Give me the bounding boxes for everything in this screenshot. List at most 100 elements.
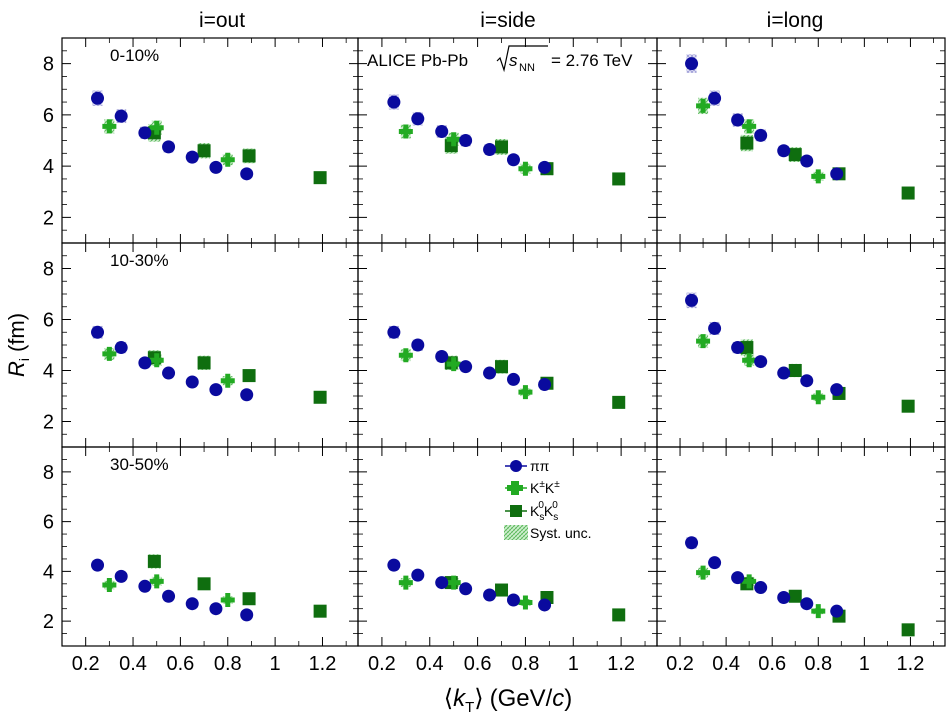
x-axis-title: ⟨kT⟩ (GeV/c) [444,685,573,716]
pipi-point [708,92,721,105]
pipi-point [754,355,767,368]
k0-point [495,140,508,153]
k0-point [148,555,161,568]
kch-point [811,169,825,183]
x-tick-label: 0.2 [368,653,396,675]
y-tick-label: 8 [43,54,54,76]
column-title-long: i=long [767,9,824,32]
x-tick-label: 0.2 [72,653,100,675]
pipi-point [777,144,790,157]
pipi-point [830,383,843,396]
kch-point [518,385,532,399]
k0-point [495,360,508,373]
legend-label-pipi: ππ [530,458,550,474]
pipi-point [830,605,843,618]
pipi-point [387,559,400,572]
column-title-side: i=side [480,9,535,32]
legend-label-kch: K±K± [530,479,560,496]
pipi-point [186,597,199,610]
row-label: 0-10% [110,46,159,65]
pipi-point [240,388,253,401]
pipi-point [115,570,128,583]
pipi-point [483,143,496,156]
pipi-point [411,339,424,352]
pipi-point [483,589,496,602]
pipi-point [685,294,698,307]
y-tick-label: 6 [43,512,54,534]
legend-item-kch: K±K± [505,479,560,496]
experiment-label: ALICE Pb-Pb [367,51,468,70]
x-tick-label: 1.2 [607,653,635,675]
panel-frame [657,447,945,646]
x-tick-label: 0.6 [166,653,194,675]
k0-point [495,584,508,597]
pipi-point [777,367,790,380]
pipi-point [186,151,199,164]
kch-point [518,595,532,609]
pipi-point [800,597,813,610]
y-tick-label: 8 [43,259,54,281]
k0-point [198,577,211,590]
pipi-point [411,569,424,582]
pipi-point [209,383,222,396]
pipi-point [708,322,721,335]
pipi-point [435,350,448,363]
pipi-point [435,125,448,138]
y-axis-title: Ri(fm) [4,313,32,377]
k0-point [612,172,625,185]
x-tick-label: 0.6 [464,653,492,675]
pipi-point [435,576,448,589]
panel-r1-c2 [657,243,945,447]
x-tick-label: 1 [568,653,579,675]
x-tick-label: 0.4 [119,653,147,675]
pipi-point [731,571,744,584]
pipi-point [138,580,151,593]
x-tick-label: 1 [270,653,281,675]
k0-point [902,623,915,636]
pipi-point [91,326,104,339]
pipi-point [459,360,472,373]
x-tick-label: 1.2 [897,653,925,675]
k0-point [243,592,256,605]
pipi-point [538,598,551,611]
y-tick-label: 6 [43,310,54,332]
y-tick-label: 2 [43,207,54,229]
k0-point [902,187,915,200]
k0-point [612,396,625,409]
row-label: 10-30% [110,251,169,270]
kch-point [221,374,235,388]
pipi-point [209,161,222,174]
pipi-point [507,593,520,606]
panel-frame [62,447,358,646]
pipi-point [685,536,698,549]
kch-point [399,576,413,590]
pipi-point [538,161,551,174]
panel-r1-c1 [358,243,657,447]
column-title-out: i=out [199,9,245,32]
k0-point [902,400,915,413]
k0-point [789,590,802,603]
kch-point [102,578,116,592]
k0-point [198,356,211,369]
pipi-point [685,57,698,70]
panel-r2-c0: 2 4 6 8 0.2 0.4 0.6 0.8 1 1.2 30-50% [43,447,358,675]
x-tick-label: 0.8 [512,653,540,675]
x-tick-label: 1.2 [309,653,337,675]
x-tick-label: 0.8 [804,653,832,675]
pipi-point [754,129,767,142]
pipi-point [240,167,253,180]
pipi-point [830,167,843,180]
panel-r0-c2 [657,38,945,243]
k0-point [314,605,327,618]
energy-subscript: NN [519,62,535,74]
pipi-point [411,112,424,125]
k0-point [740,137,753,150]
y-tick-label: 2 [43,412,54,434]
y-tick-label: 4 [43,361,54,383]
pipi-point [731,341,744,354]
pipi-point [708,556,721,569]
pipi-point [115,341,128,354]
pipi-point [800,374,813,387]
k0-point [198,144,211,157]
pipi-point [387,96,400,109]
